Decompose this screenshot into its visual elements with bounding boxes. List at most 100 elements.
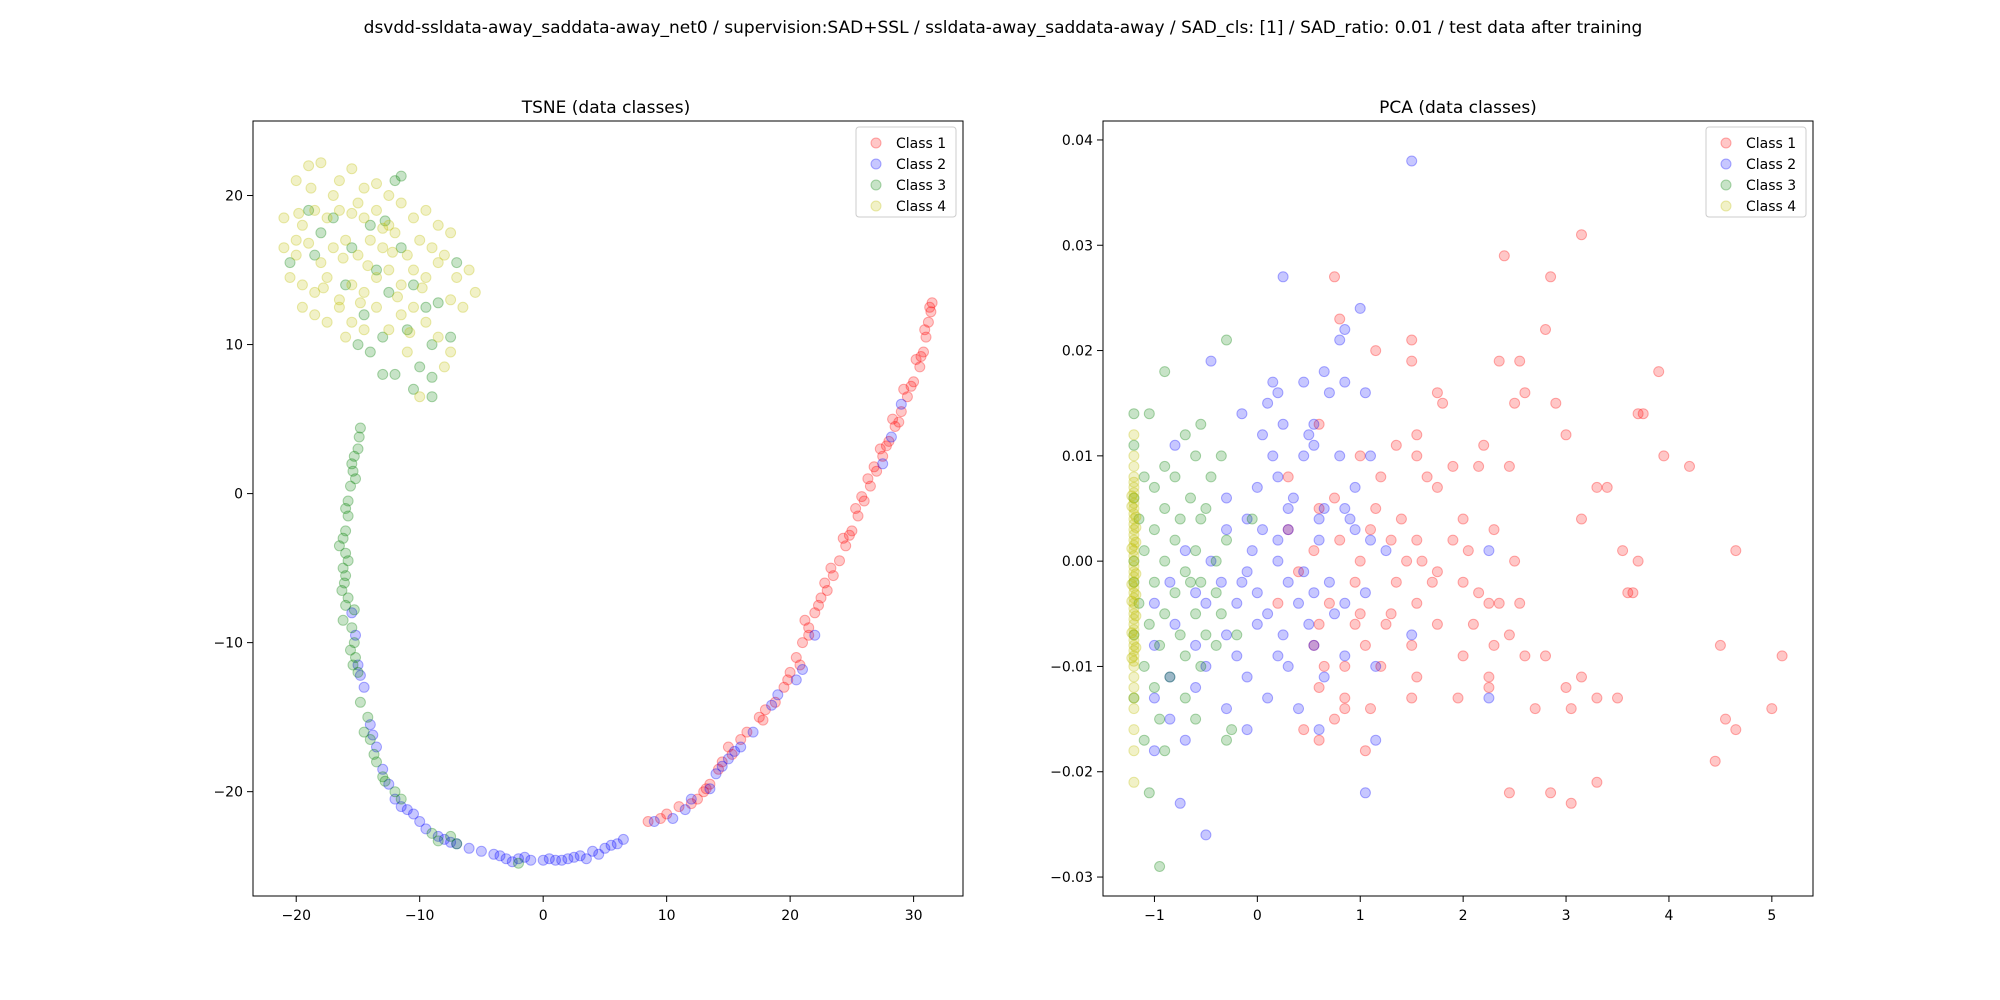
pca-point-class2-53 — [1308, 587, 1320, 599]
pca-point-class4-20 — [1128, 566, 1140, 578]
tsne-point-class4-6 — [371, 178, 382, 190]
tsne-point-class4-7 — [383, 190, 395, 201]
tsne-point-class4-4 — [346, 163, 358, 175]
tsne-point-class2-38 — [679, 804, 691, 816]
pca-point-class1-30 — [1503, 460, 1515, 472]
tsne-point-class1-43 — [887, 413, 899, 425]
tsne-point-class2-26 — [599, 842, 611, 854]
pca-point-class4-9 — [1128, 508, 1140, 520]
tsne-point-class4-25 — [303, 237, 315, 249]
tsne-point-class3-37 — [451, 838, 463, 850]
pca-ytick-label: 0.00 — [1062, 554, 1093, 570]
pca-point-class1-45 — [1385, 534, 1397, 546]
pca-point-class1-66 — [1354, 608, 1366, 620]
pca-point-class3-39 — [1179, 650, 1191, 662]
tsne-legend-marker-class3 — [870, 179, 882, 191]
tsne-ytick-label: −10 — [213, 636, 243, 652]
pca-point-class1-96 — [1339, 692, 1351, 704]
pca-point-class2-83 — [1164, 713, 1176, 725]
pca-point-class4-42 — [1128, 703, 1140, 715]
pca-point-class1-34 — [1431, 481, 1443, 493]
tsne-point-class3-51 — [420, 301, 432, 313]
pca-legend-label-class1: Class 1 — [1746, 136, 1796, 152]
pca-point-class2-41 — [1483, 545, 1495, 557]
tsne-point-class1-17 — [815, 592, 827, 604]
pca-point-class2-18 — [1257, 429, 1268, 441]
tsne-point-class3-6 — [342, 495, 354, 507]
tsne-point-class1-68 — [856, 491, 868, 503]
tsne-point-class4-83 — [354, 297, 366, 309]
pca-point-class2-86 — [1179, 734, 1191, 746]
tsne-point-class3-13 — [342, 555, 354, 567]
pca-point-class2-27 — [1221, 492, 1232, 504]
tsne-point-class4-8 — [278, 212, 290, 224]
pca-point-class1-32 — [1375, 471, 1387, 483]
pca-point-class1-14 — [1431, 387, 1443, 399]
tsne-point-class2-21 — [537, 854, 549, 866]
tsne-point-class1-37 — [925, 306, 937, 318]
tsne-point-class1-26 — [871, 465, 883, 477]
tsne-panel: TSNE (data classes) −20 −10 0 10 20 30 −20 −10… — [213, 98, 964, 924]
pca-point-class2-98 — [1236, 576, 1248, 588]
tsne-point-class4-67 — [401, 346, 413, 358]
tsne-point-class3-27 — [358, 726, 370, 738]
pca-point-class1-58 — [1349, 576, 1361, 588]
pca-point-class3-26 — [1179, 566, 1191, 578]
tsne-y-ticks: −20 −10 0 10 20 — [213, 189, 253, 801]
tsne-point-class2-35 — [556, 854, 568, 866]
tsne-point-class1-10 — [759, 704, 771, 716]
tsne-point-class2-22 — [550, 854, 561, 866]
pca-point-class1-84 — [1375, 660, 1387, 672]
tsne-point-class3-49 — [383, 286, 395, 298]
pca-point-class2-35 — [1221, 524, 1232, 536]
tsne-point-class1-7 — [722, 741, 734, 753]
tsne-point-class4-76 — [416, 282, 428, 294]
tsne-point-class3-67 — [432, 297, 444, 309]
tsne-point-class1-62 — [868, 461, 880, 473]
tsne-point-class2-37 — [667, 813, 679, 824]
tsne-point-class3-63 — [284, 257, 296, 269]
pca-point-class2-63 — [1221, 629, 1232, 641]
pca-point-class1-0 — [1576, 229, 1587, 241]
tsne-point-class4-19 — [408, 212, 419, 224]
tsne-point-class4-37 — [451, 272, 463, 283]
tsne-point-class4-49 — [420, 272, 432, 283]
pca-point-class1-100 — [1560, 682, 1572, 693]
pca-point-class2-11 — [1359, 387, 1371, 399]
pca-point-class2-24 — [1365, 450, 1376, 462]
tsne-point-class3-8 — [342, 510, 354, 522]
tsne-point-class3-47 — [395, 170, 407, 182]
pca-point-class1-72 — [1385, 608, 1397, 620]
pca-xtick-label: −1 — [1144, 908, 1165, 924]
tsne-point-class1-29 — [889, 421, 901, 432]
pca-point-class3-2 — [1128, 408, 1140, 420]
tsne-point-class4-14 — [346, 207, 358, 219]
pca-legend-box — [1705, 126, 1807, 218]
tsne-point-class2-40 — [704, 783, 716, 795]
pca-point-class4-15 — [1128, 539, 1140, 551]
tsne-point-class2-39 — [685, 793, 697, 805]
pca-point-class1-110 — [1709, 755, 1721, 767]
pca-legend-label-class2: Class 2 — [1746, 157, 1796, 173]
pca-point-class2-60 — [1293, 597, 1304, 609]
tsne-point-class3-70 — [377, 368, 389, 380]
pca-point-class2-51 — [1251, 587, 1263, 599]
pca-xtick-label: 2 — [1459, 908, 1468, 924]
tsne-xtick-label: 0 — [539, 908, 548, 924]
tsne-point-class1-33 — [914, 361, 926, 373]
tsne-point-class1-50 — [803, 629, 815, 641]
pca-point-class3-21 — [1169, 534, 1181, 546]
tsne-legend-marker-class4 — [870, 200, 882, 212]
pca-ytick-label: −0.01 — [1050, 659, 1093, 675]
pca-point-class3-40 — [1210, 639, 1222, 651]
tsne-point-class1-12 — [784, 666, 796, 678]
tsne-point-class2-32 — [506, 856, 518, 868]
tsne-point-class4-15 — [358, 212, 370, 224]
pca-point-class4-22 — [1128, 576, 1140, 588]
pca-point-class4-25 — [1128, 592, 1140, 604]
pca-point-class3-54 — [1128, 492, 1140, 504]
pca-point-class1-92 — [1591, 692, 1603, 704]
pca-point-class1-48 — [1282, 524, 1294, 536]
tsne-point-class3-32 — [389, 786, 401, 798]
pca-point-class3-50 — [1221, 734, 1232, 746]
